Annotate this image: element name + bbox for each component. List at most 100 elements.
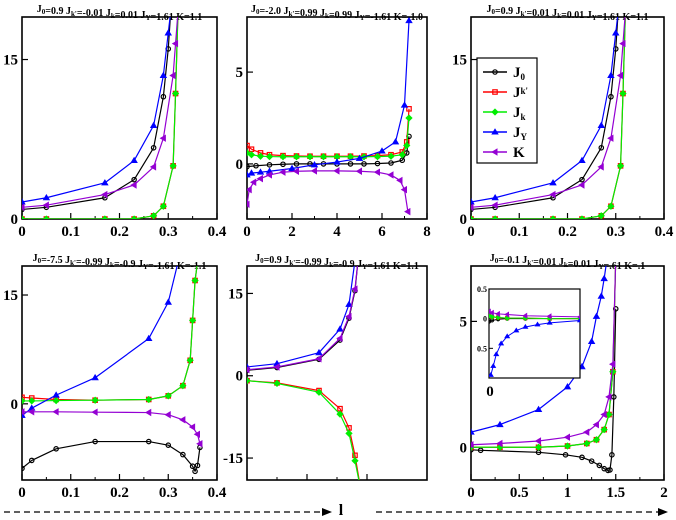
point-j0 [150, 144, 157, 151]
point-jy [496, 420, 504, 428]
point-j0 [609, 452, 615, 458]
y-tick-label: 15 [228, 286, 243, 302]
point-j0 [160, 93, 167, 100]
line-jy [471, 266, 607, 433]
point-k [400, 185, 407, 194]
point-k [355, 167, 362, 175]
title-fragment: =-0.99 J [76, 257, 110, 268]
point-jk [247, 149, 251, 157]
series-j0 [471, 305, 619, 474]
point-k [616, 71, 624, 80]
plot-frame [246, 265, 428, 481]
title-fragment: =-0.01 J [77, 8, 111, 19]
legend-label-jk: Jk [513, 105, 526, 122]
title-fragment: J [255, 253, 260, 264]
point-jk [164, 392, 172, 400]
point-jy [42, 193, 51, 201]
point-jk [91, 396, 99, 404]
point-k [249, 178, 257, 186]
point-k [179, 416, 186, 424]
series-jy [22, 17, 172, 205]
series-k [22, 408, 203, 448]
point-k [91, 408, 98, 416]
title-subscript: 0 [491, 8, 495, 16]
series-jy [489, 317, 580, 377]
point-jk [191, 276, 199, 285]
point-k [563, 433, 570, 441]
x-tick-label: 0.1 [61, 224, 80, 240]
point-k [489, 309, 494, 316]
point-k [619, 39, 626, 48]
legend-subscript: k [521, 112, 526, 122]
point-jy [256, 168, 265, 175]
point-jy [333, 158, 341, 165]
point-k [144, 408, 152, 417]
plot-frame [246, 16, 428, 220]
series-jy [471, 17, 620, 205]
title-fragment: =0.01 J [115, 10, 146, 21]
legend-marker-j0 [492, 69, 498, 75]
title-fragment: k [564, 261, 568, 269]
point-jy [612, 29, 620, 36]
point-j0 [194, 462, 201, 469]
point-jy [159, 71, 168, 78]
title-fragment: k' [71, 10, 77, 18]
point-k [387, 171, 394, 179]
point-jy [471, 428, 475, 435]
y-tick-label: 15 [452, 53, 467, 69]
point-jy [607, 71, 615, 78]
point-jy [490, 363, 497, 368]
line-j0 [247, 266, 359, 371]
title-subscript: 0 [256, 8, 260, 16]
point-j0 [361, 161, 367, 167]
point-jy [597, 292, 606, 299]
point-k [130, 181, 137, 189]
y-tick-label: 15 [3, 53, 18, 69]
point-jk [150, 212, 158, 219]
point-k [597, 163, 604, 171]
title-fragment: =-0.99 J [295, 257, 329, 268]
title-fragment: k' [288, 10, 294, 18]
point-k [256, 174, 263, 183]
point-jk [373, 152, 382, 161]
series-k [247, 167, 411, 216]
legend-main: K [513, 145, 525, 161]
point-k [534, 437, 542, 445]
point-jk [130, 215, 138, 219]
series-jk [22, 266, 199, 405]
point-jk [247, 151, 256, 159]
point-jy [247, 169, 256, 176]
x-tick-label: 0.2 [110, 224, 129, 240]
point-jy [489, 371, 494, 377]
y-tick-label: 0 [236, 157, 244, 173]
legend-label-j0: J0 [513, 65, 526, 82]
series-k [247, 266, 359, 374]
point-jy [22, 198, 26, 205]
line-jy [247, 20, 410, 176]
point-k [336, 334, 343, 343]
x-tick-label: 0.3 [159, 224, 178, 240]
point-jy [604, 255, 610, 260]
plot-frame [21, 265, 218, 481]
panel-4: J0=-7.5 Jk'=-0.99 Jk=-0.9 JY=-1.61 K=-1.… [3, 253, 227, 501]
title-fragment: k' [527, 259, 533, 267]
point-jk [247, 377, 251, 385]
point-k [578, 181, 585, 189]
line-jy [22, 17, 171, 203]
series-jk [471, 17, 627, 219]
point-jk [319, 153, 328, 161]
point-j0 [611, 394, 617, 400]
legend-main: J [513, 85, 521, 101]
point-jy [491, 193, 499, 201]
series-jy [247, 266, 355, 370]
x-tick-label: 0 [467, 485, 475, 501]
point-j0 [145, 438, 152, 445]
inset-y-tick-label: 0.5 [477, 344, 487, 353]
point-jk [336, 410, 344, 418]
inset-y-tick-label: 0 [483, 315, 487, 324]
line-jkp [247, 380, 360, 480]
point-jk [145, 395, 153, 404]
x-tick-label: 0 [18, 485, 26, 501]
point-jk [607, 202, 615, 210]
series-j0 [22, 17, 172, 213]
